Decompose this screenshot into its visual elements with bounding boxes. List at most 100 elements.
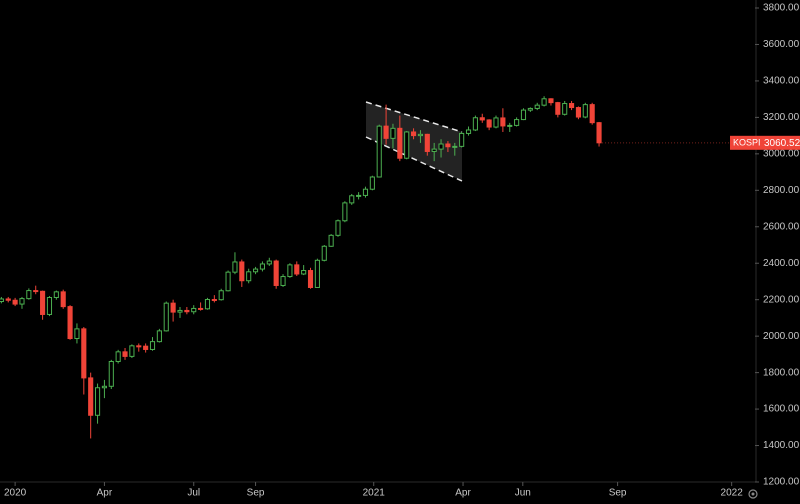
candle-body: [507, 124, 513, 127]
candle-body: [19, 298, 25, 305]
y-tick-label: 2000.00: [763, 331, 800, 342]
x-tick-label: Sep: [247, 488, 265, 499]
candle-body: [307, 270, 314, 288]
candle-body: [239, 261, 245, 282]
candle-body: [115, 351, 121, 362]
y-tick-label: 1400.00: [763, 440, 800, 451]
candle-body: [191, 307, 197, 313]
candle-body: [404, 131, 410, 159]
y-tick-label: 1200.00: [763, 477, 800, 488]
candle-body: [218, 290, 224, 301]
candle-body: [60, 291, 66, 308]
candle-body: [390, 127, 396, 139]
last-price-tag: [730, 135, 800, 150]
candle-body: [362, 188, 369, 196]
candle-body: [534, 104, 540, 109]
candle-body: [383, 125, 389, 139]
candle-body: [356, 194, 362, 197]
y-tick-label: 2400.00: [763, 258, 800, 269]
candle-body: [472, 117, 478, 131]
candle-body: [314, 259, 320, 288]
candle-body: [46, 297, 53, 315]
candle-body: [445, 143, 451, 148]
candle-body: [67, 306, 73, 340]
candle-body: [266, 260, 272, 265]
candle-body: [143, 345, 149, 350]
candle-body: [5, 298, 11, 301]
candle-body: [184, 309, 190, 313]
candle-body: [520, 109, 527, 121]
x-tick-label: 2022: [721, 488, 744, 499]
x-tick-label: Jun: [515, 488, 531, 499]
candle-body: [225, 271, 231, 292]
series-name-tag: KOSPI: [733, 138, 761, 148]
candle-body: [101, 385, 107, 389]
y-tick-label: 3400.00: [763, 76, 800, 87]
candle-body: [33, 290, 39, 293]
candle-body: [575, 107, 582, 118]
candle-body: [301, 270, 307, 275]
candle-body: [177, 309, 183, 313]
candle-body: [156, 330, 162, 343]
candle-body: [163, 302, 169, 332]
candle-body: [459, 132, 465, 147]
x-tick-label: Sep: [609, 488, 627, 499]
y-tick-label: 2600.00: [763, 221, 800, 232]
y-tick-label: 3000.00: [763, 148, 800, 159]
gear[interactable]: [748, 489, 758, 499]
candle-body: [232, 261, 238, 273]
candle-body: [198, 307, 204, 310]
candle-body: [211, 299, 217, 302]
candle-body: [280, 276, 286, 286]
channel-fill: [366, 102, 462, 181]
channel-bottom: [365, 136, 463, 182]
y-tick-label: 2200.00: [763, 294, 800, 305]
channel-top: [365, 101, 463, 133]
y-tick-label: 1600.00: [763, 404, 800, 415]
candle-body: [149, 341, 156, 350]
candle-body: [40, 290, 46, 315]
candle-body: [527, 107, 533, 111]
last-price-label: 3060.52: [764, 138, 800, 149]
candle-body: [74, 328, 80, 340]
candle-body: [287, 264, 293, 278]
candle-body: [170, 302, 176, 313]
candle-body: [596, 122, 602, 144]
channel-drawing: [365, 101, 463, 182]
x-tick-label: Apr: [455, 488, 471, 499]
candle-body: [342, 202, 348, 222]
candle-body: [204, 299, 211, 310]
y-tick-label: 3200.00: [763, 112, 800, 123]
candle-body: [349, 195, 355, 204]
candle-body: [259, 263, 265, 270]
candle-body: [500, 117, 506, 127]
candle-body: [438, 143, 444, 150]
settings-icon[interactable]: [748, 489, 758, 499]
candle-body: [252, 268, 259, 273]
candle-body: [493, 117, 499, 128]
candle-body: [273, 260, 279, 286]
y-tick-label: 2800.00: [763, 185, 800, 196]
candle-body: [548, 98, 554, 104]
candle-body: [431, 148, 437, 152]
candle-body: [397, 127, 403, 159]
candle-body: [569, 103, 575, 109]
candle-body: [94, 387, 101, 416]
candle-body: [88, 377, 94, 416]
gear-center[interactable]: [751, 492, 755, 496]
candle-body: [53, 291, 59, 299]
candle-body: [424, 133, 430, 152]
candle-body: [122, 351, 128, 357]
x-tick-label: Jul: [187, 488, 200, 499]
candle-body: [541, 98, 547, 106]
candle-body: [129, 345, 135, 357]
candle-body: [486, 119, 492, 128]
candle-body: [514, 119, 520, 126]
candle-body: [411, 131, 417, 137]
candle-body: [582, 104, 588, 118]
candle-body: [589, 104, 595, 124]
candle-body: [246, 271, 252, 282]
